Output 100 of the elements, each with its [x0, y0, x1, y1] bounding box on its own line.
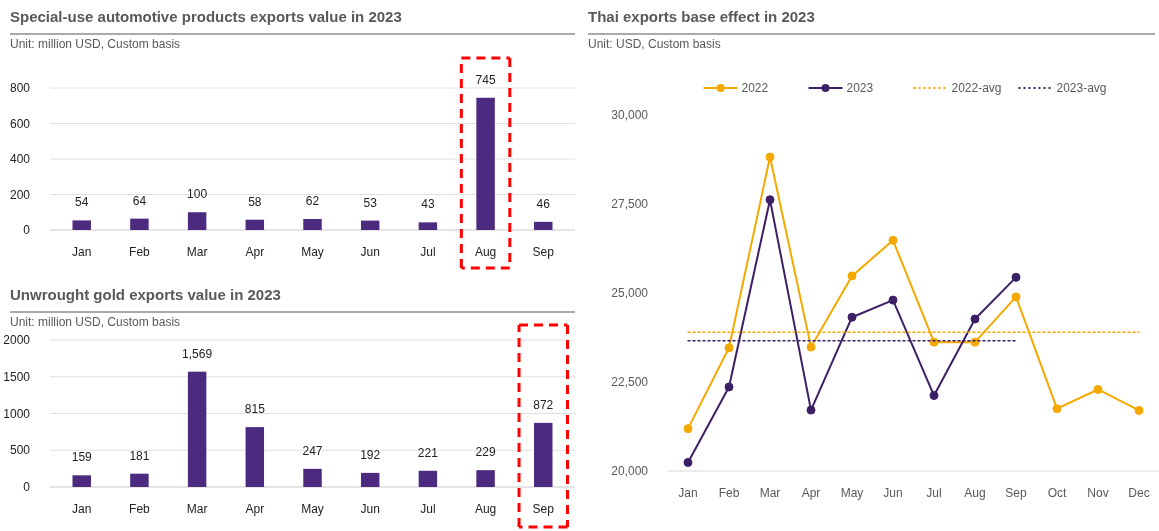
bar: [360, 220, 380, 230]
chart-title: Thai exports base effect in 2023: [588, 8, 815, 25]
data-label: 58: [248, 194, 262, 209]
chart-title: Unwrought gold exports value in 2023: [10, 286, 281, 303]
bar: [187, 371, 207, 487]
point: [1134, 405, 1144, 415]
x-tick-label: Aug: [474, 245, 497, 259]
x-tick-label: Jul: [420, 502, 436, 516]
data-label: 221: [417, 445, 439, 460]
y-tick-label: 600: [9, 116, 31, 131]
x-tick-label: Apr: [245, 502, 265, 516]
point: [683, 457, 693, 467]
y-tick-label: 800: [9, 81, 31, 96]
point: [1011, 292, 1021, 302]
point: [724, 382, 734, 392]
y-tick-label: 30,000: [611, 108, 649, 123]
bar: [534, 422, 553, 487]
point: [724, 343, 734, 353]
chart-title: Special-use automotive products exports value in 2023: [10, 8, 402, 25]
y-tick-label: 2000: [3, 333, 31, 348]
bar: [130, 218, 149, 230]
point: [806, 342, 816, 352]
data-label: 247: [302, 443, 323, 458]
point: [806, 405, 816, 415]
point: [1011, 272, 1021, 282]
bar: [245, 427, 265, 487]
x-tick-label: Nov: [1087, 486, 1109, 500]
y-tick-label: 1000: [3, 406, 31, 421]
y-tick-label: 500: [9, 443, 31, 458]
x-tick-label: Jan: [72, 245, 92, 259]
x-tick-label: Jun: [360, 502, 380, 516]
x-tick-label: Feb: [129, 245, 151, 259]
data-label: 815: [244, 402, 266, 417]
x-tick-label: Aug: [474, 502, 497, 516]
x-tick-label: May: [301, 502, 324, 516]
data-label: 62: [305, 193, 320, 208]
y-tick-label: 27,500: [611, 197, 649, 212]
data-label: 46: [536, 196, 551, 211]
data-label: 159: [71, 450, 93, 465]
bar: [72, 475, 91, 487]
x-tick-label: Jun: [360, 245, 380, 259]
x-tick-label: Mar: [186, 502, 208, 516]
x-tick-label: Feb: [718, 486, 740, 500]
point: [847, 312, 857, 322]
x-tick-label: Jan: [678, 486, 698, 500]
x-tick-label: Mar: [759, 486, 781, 500]
x-tick-label: Jan: [72, 502, 92, 516]
point: [929, 391, 939, 401]
point: [888, 295, 898, 305]
x-tick-label: May: [301, 245, 324, 259]
chart-subtitle: Unit: million USD, Custom basis: [10, 315, 181, 329]
bar: [418, 222, 438, 230]
bar: [130, 473, 149, 487]
point: [1052, 404, 1062, 414]
data-label: 43: [421, 197, 435, 212]
y-tick-label: 200: [9, 187, 31, 202]
x-tick-label: Mar: [186, 245, 208, 259]
x-tick-label: Sep: [532, 245, 555, 259]
y-tick-label: 20,000: [611, 464, 649, 479]
x-tick-label: Sep: [1005, 486, 1027, 500]
data-label: 181: [129, 448, 150, 463]
x-tick-label: Apr: [801, 486, 821, 500]
x-tick-label: May: [840, 486, 864, 500]
data-label: 54: [75, 195, 89, 210]
data-label: 100: [187, 187, 208, 202]
data-label: 53: [363, 195, 378, 210]
bar: [303, 219, 322, 230]
bar: [245, 219, 265, 230]
bar: [72, 220, 91, 230]
bar: [187, 212, 207, 230]
legend-label: 2023-avg: [1056, 81, 1107, 96]
x-tick-label: Aug: [964, 486, 986, 500]
y-tick-label: 25,000: [611, 286, 649, 301]
x-tick-label: Jul: [420, 245, 436, 259]
point: [1093, 384, 1103, 394]
x-tick-label: Apr: [245, 245, 265, 259]
data-label: 192: [360, 447, 381, 462]
legend-label: 2023: [846, 81, 874, 96]
bar: [534, 221, 553, 230]
x-tick-label: Sep: [532, 502, 555, 516]
data-label: 1,569: [182, 346, 213, 361]
x-tick-label: Feb: [129, 502, 151, 516]
bar: [418, 470, 438, 487]
x-tick-label: Oct: [1047, 486, 1067, 500]
point: [847, 271, 857, 281]
x-tick-label: Jul: [926, 486, 942, 500]
point: [888, 235, 898, 245]
data-label: 64: [132, 193, 147, 208]
chart-subtitle: Unit: USD, Custom basis: [588, 37, 721, 51]
x-tick-label: Dec: [1128, 486, 1150, 500]
point: [765, 152, 775, 162]
point: [765, 195, 775, 205]
chart-subtitle: Unit: million USD, Custom basis: [10, 37, 181, 51]
data-label: 745: [475, 72, 496, 87]
y-tick-label: 400: [9, 152, 31, 167]
y-tick-label: 0: [23, 223, 31, 238]
point: [970, 314, 980, 324]
y-tick-label: 0: [23, 480, 31, 495]
x-tick-label: Jun: [883, 486, 903, 500]
bar: [476, 97, 495, 230]
